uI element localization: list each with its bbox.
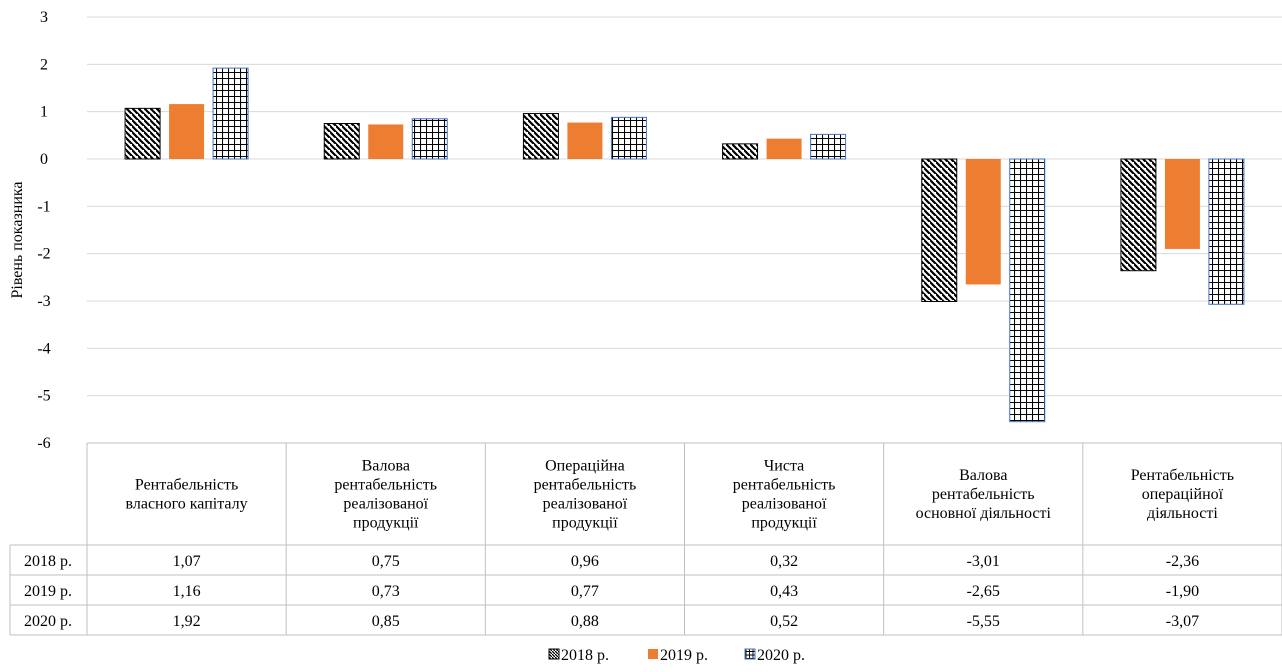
bar — [1208, 158, 1245, 305]
y-tick-label: 1 — [40, 104, 48, 121]
bar — [921, 158, 958, 302]
y-axis-label: Рівень показника — [9, 181, 26, 298]
category-label: реалізованої — [343, 496, 428, 513]
data-table: Рентабельність власного капіталу Валова рен… — [9, 442, 1282, 636]
legend-label: 2018 р. — [561, 647, 609, 664]
table-cell-value: -5,55 — [967, 613, 1000, 630]
bar — [1164, 159, 1200, 249]
table-cell-value: 0,43 — [770, 583, 798, 600]
y-tick-label: -6 — [37, 435, 50, 452]
category-label: Рентабельність — [1131, 467, 1234, 484]
category-label: реалізованої — [742, 496, 827, 513]
bar — [212, 67, 249, 160]
bar — [766, 138, 802, 159]
bar — [965, 159, 1001, 285]
category-label: операційної — [1142, 486, 1224, 503]
category-label: діяльності — [1147, 505, 1218, 522]
bar — [567, 122, 603, 159]
category-label: продукції — [353, 515, 419, 532]
gridlines — [87, 16, 1282, 444]
table-cell-value: 0,73 — [372, 583, 400, 600]
category-label: власного капіталу — [126, 496, 248, 513]
table-cell-value: 0,88 — [571, 613, 599, 630]
table-cell-value: 0,75 — [372, 553, 400, 570]
category-label: основної діяльності — [916, 505, 1052, 522]
y-tick-label: -3 — [37, 293, 50, 310]
category-label: Операційна — [545, 458, 625, 475]
table-cell-value: -2,36 — [1166, 553, 1199, 570]
bar — [169, 104, 205, 159]
bar — [323, 123, 360, 160]
category-label: Валова — [362, 458, 410, 475]
y-tick-label: 2 — [40, 56, 48, 73]
table-cell-value: 0,96 — [571, 553, 599, 570]
table-cell-value: 1,07 — [173, 553, 201, 570]
legend-swatch — [548, 648, 560, 660]
table-cell-value: 1,92 — [173, 613, 201, 630]
category-label: рентабельність — [932, 486, 1035, 503]
category-label: Чиста — [764, 458, 804, 475]
legend-label: 2020 р. — [757, 647, 805, 664]
y-tick-label: 3 — [40, 9, 48, 26]
y-tick-label: -1 — [37, 198, 50, 215]
table-row-header: 2019 р. — [24, 583, 72, 600]
category-label: рентабельність — [534, 477, 637, 494]
table-cell-value: 0,85 — [372, 613, 400, 630]
table-cell-value: 1,16 — [173, 583, 201, 600]
y-tick-label: -5 — [37, 388, 50, 405]
bar — [1009, 158, 1046, 423]
y-tick-label: -2 — [37, 246, 50, 263]
bar — [522, 113, 559, 160]
category-label: реалізованої — [543, 496, 628, 513]
bar — [124, 107, 161, 160]
table-row-header: 2018 р. — [24, 553, 72, 570]
bar — [810, 133, 847, 160]
bar — [368, 124, 404, 159]
table-cell-value: -3,01 — [967, 553, 1000, 570]
legend-swatch — [648, 649, 658, 659]
category-label: Рентабельність — [135, 477, 238, 494]
bar — [610, 116, 647, 160]
table-cell-value: 0,77 — [571, 583, 599, 600]
table-cell-value: -1,90 — [1166, 583, 1199, 600]
category-label: продукції — [552, 515, 618, 532]
legend-label: 2019 р. — [660, 647, 708, 664]
table-row-header: 2020 р. — [24, 613, 72, 630]
legend: 2018 р. 2019 р. 2020 р. — [548, 647, 805, 664]
bars — [124, 67, 1245, 423]
y-tick-label: 0 — [40, 151, 48, 168]
bar — [1120, 158, 1157, 272]
legend-swatch — [744, 648, 756, 660]
y-tick-label: -4 — [37, 340, 50, 357]
table-cell-value: 0,52 — [770, 613, 798, 630]
table-cell-value: -2,65 — [967, 583, 1000, 600]
category-label: рентабельність — [334, 477, 437, 494]
bar — [722, 143, 759, 160]
category-label: продукції — [751, 515, 817, 532]
table-cell-value: 0,32 — [770, 553, 798, 570]
bar — [411, 118, 448, 160]
table-cell-value: -3,07 — [1166, 613, 1199, 630]
category-label: рентабельність — [733, 477, 836, 494]
category-label: Валова — [959, 467, 1007, 484]
y-axis: 3 2 1 0 -1 -2 -3 -4 -5 -6 — [37, 9, 50, 452]
